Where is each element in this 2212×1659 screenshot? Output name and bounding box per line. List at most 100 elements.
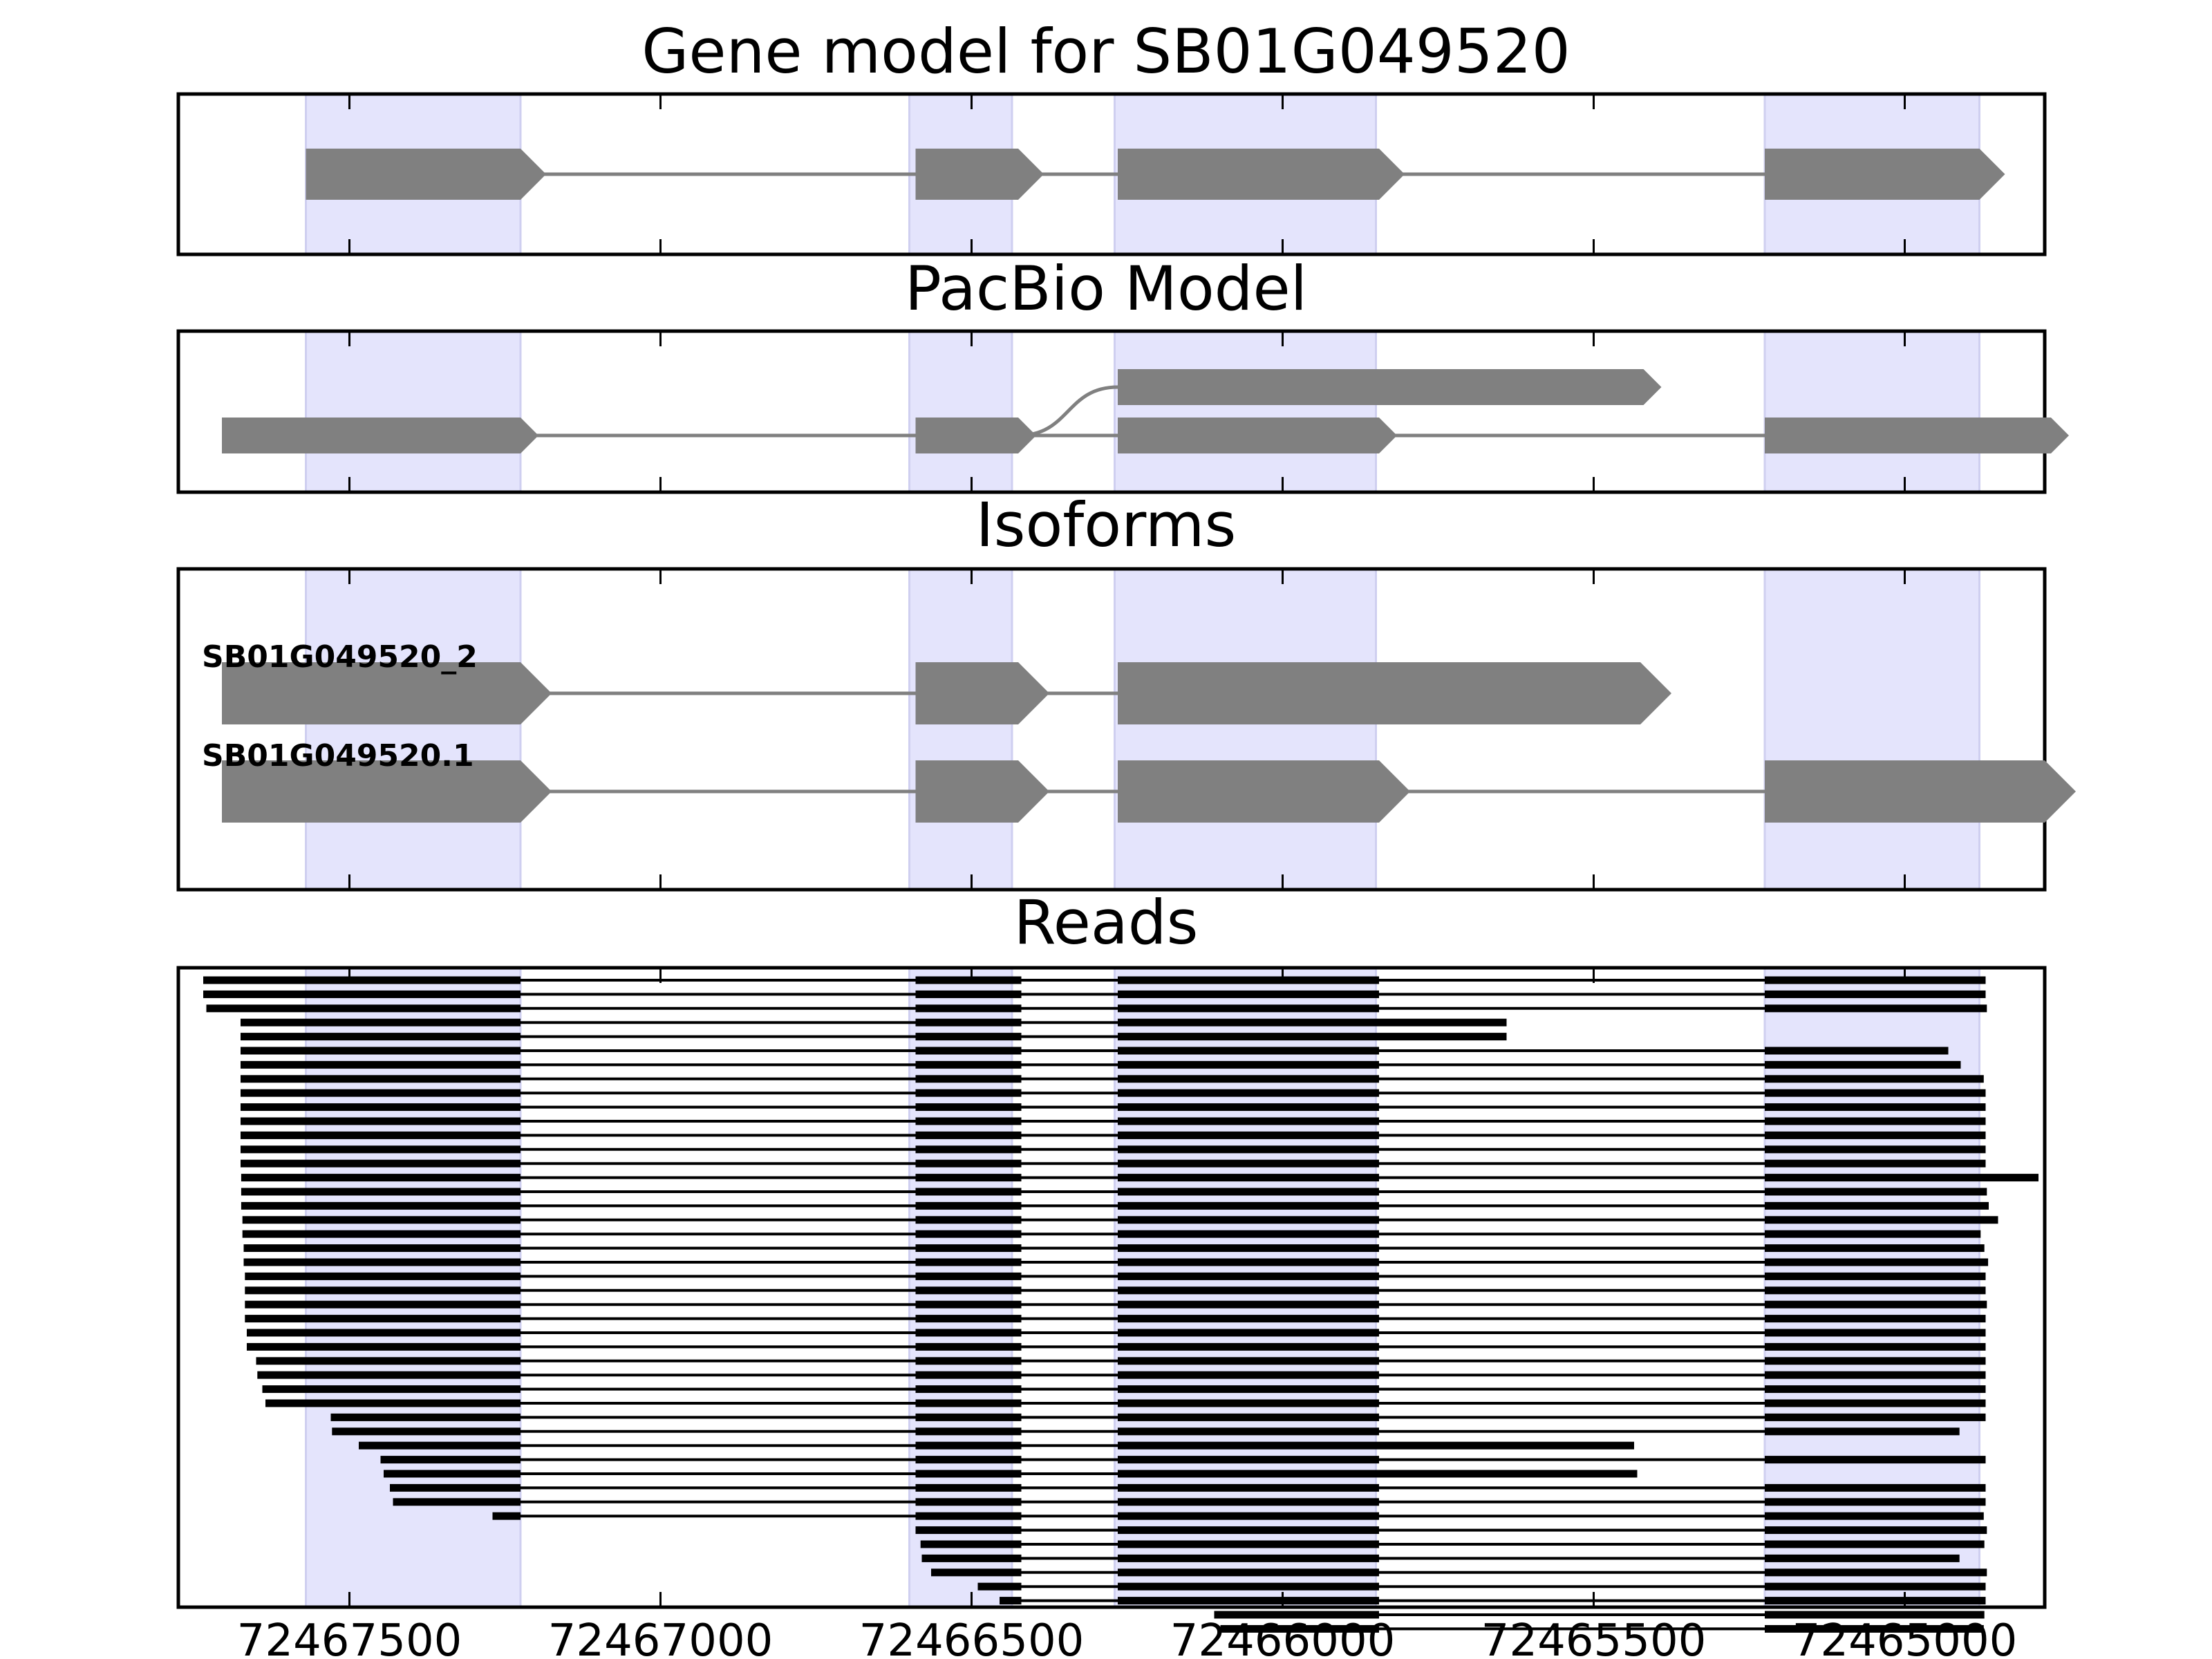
read-block [1118, 1145, 1379, 1154]
read-block [915, 1357, 1022, 1365]
x-tick-label: 72465500 [1481, 1615, 1707, 1659]
highlight-region [1763, 568, 1980, 891]
read-block [245, 1315, 521, 1323]
read-block [915, 1329, 1022, 1337]
read-block [1118, 1272, 1379, 1280]
panel-frame [176, 92, 2047, 256]
isoform-label-1: SB01G049520_2 [202, 639, 478, 675]
highlight-region [305, 568, 522, 891]
read-block [1118, 1018, 1507, 1027]
read-block [1765, 1413, 1986, 1421]
read-block [931, 1568, 1022, 1577]
read-block [1118, 1159, 1379, 1168]
read-block [241, 1131, 521, 1139]
read-block [1118, 1456, 1379, 1464]
read-block [1118, 1597, 1379, 1605]
exon-arrow [915, 149, 1044, 200]
read-block [1118, 1554, 1379, 1562]
read-block [915, 1047, 1022, 1055]
read-block [1118, 1342, 1379, 1351]
read-block [1118, 1117, 1379, 1125]
read-block [241, 1075, 521, 1083]
read-block [1214, 1611, 1379, 1619]
read-block [921, 1554, 1022, 1562]
read-block [241, 1117, 521, 1125]
read-block [1765, 1427, 1960, 1436]
read-block [1765, 1089, 1986, 1097]
read-block [241, 1047, 521, 1055]
exon-arrow [1765, 418, 2069, 453]
read-block [241, 1145, 521, 1154]
read-block [915, 1004, 1022, 1013]
exon-arrow [1118, 662, 1671, 724]
read-block [915, 1174, 1022, 1182]
read-block [915, 1272, 1022, 1280]
read-block [241, 1089, 521, 1097]
read-block [245, 1286, 521, 1295]
read-block [1765, 1258, 1989, 1266]
read-block [1765, 1159, 1986, 1168]
read-block [1765, 1047, 1949, 1055]
read-block [1118, 1357, 1379, 1365]
read-block [915, 1117, 1022, 1125]
panel-frame [176, 329, 2047, 494]
read-block [915, 976, 1022, 984]
read-block [920, 1540, 1022, 1548]
read-block [1118, 1089, 1379, 1097]
panel-frame [176, 567, 2047, 892]
exon-arrow [222, 760, 552, 823]
read-block [492, 1512, 521, 1520]
read-block [247, 1329, 521, 1337]
read-block [1765, 1174, 2038, 1182]
reads-panel [176, 966, 2047, 1633]
read-block [915, 1526, 1022, 1535]
exon-arrow [1765, 760, 2076, 823]
read-block [1118, 1047, 1379, 1055]
read-block [1118, 1174, 1379, 1182]
exon-arrow [222, 418, 538, 453]
read-block [1765, 1385, 1986, 1394]
read-block [1118, 1201, 1379, 1210]
read-block [915, 1470, 1022, 1478]
read-block [247, 1342, 521, 1351]
read-block [1765, 1371, 1986, 1379]
read-block [245, 1272, 521, 1280]
read-block [384, 1470, 521, 1478]
read-block [1118, 1300, 1379, 1309]
panel-frame [176, 966, 2047, 1609]
splice-connector [1018, 385, 1118, 438]
exon-arrow [222, 662, 552, 724]
read-block [915, 1512, 1022, 1520]
read-block [241, 1188, 521, 1196]
read-block [241, 1159, 521, 1168]
read-block [1765, 1315, 1986, 1323]
read-block [1118, 1103, 1379, 1112]
read-block [1765, 1357, 1986, 1365]
read-block [1765, 1075, 1984, 1083]
read-block [915, 1342, 1022, 1351]
read-block [330, 1413, 521, 1421]
exon-arrow [1118, 369, 1662, 405]
read-block [1118, 1230, 1379, 1238]
read-block [977, 1582, 1022, 1591]
x-tick-label: 72467500 [237, 1615, 462, 1659]
x-tick-label: 72465000 [1792, 1615, 2018, 1659]
read-block [1765, 990, 1986, 998]
read-block [1118, 1033, 1507, 1041]
read-block [1118, 976, 1379, 984]
read-block [1765, 1582, 1986, 1591]
read-block [1118, 1060, 1379, 1069]
x-tick-label: 72466000 [1170, 1615, 1396, 1659]
read-block [1118, 1427, 1379, 1436]
read-block [1765, 1300, 1987, 1309]
read-block [245, 1300, 521, 1309]
read-block [1765, 1624, 1984, 1633]
read-block [1765, 1329, 1986, 1337]
read-block [915, 1427, 1022, 1436]
read-block [1765, 1188, 1987, 1196]
read-block [915, 1244, 1022, 1253]
exon-arrow [1118, 760, 1410, 823]
read-block [241, 1103, 521, 1112]
read-block [1118, 1441, 1634, 1450]
read-block [1765, 1145, 1986, 1154]
